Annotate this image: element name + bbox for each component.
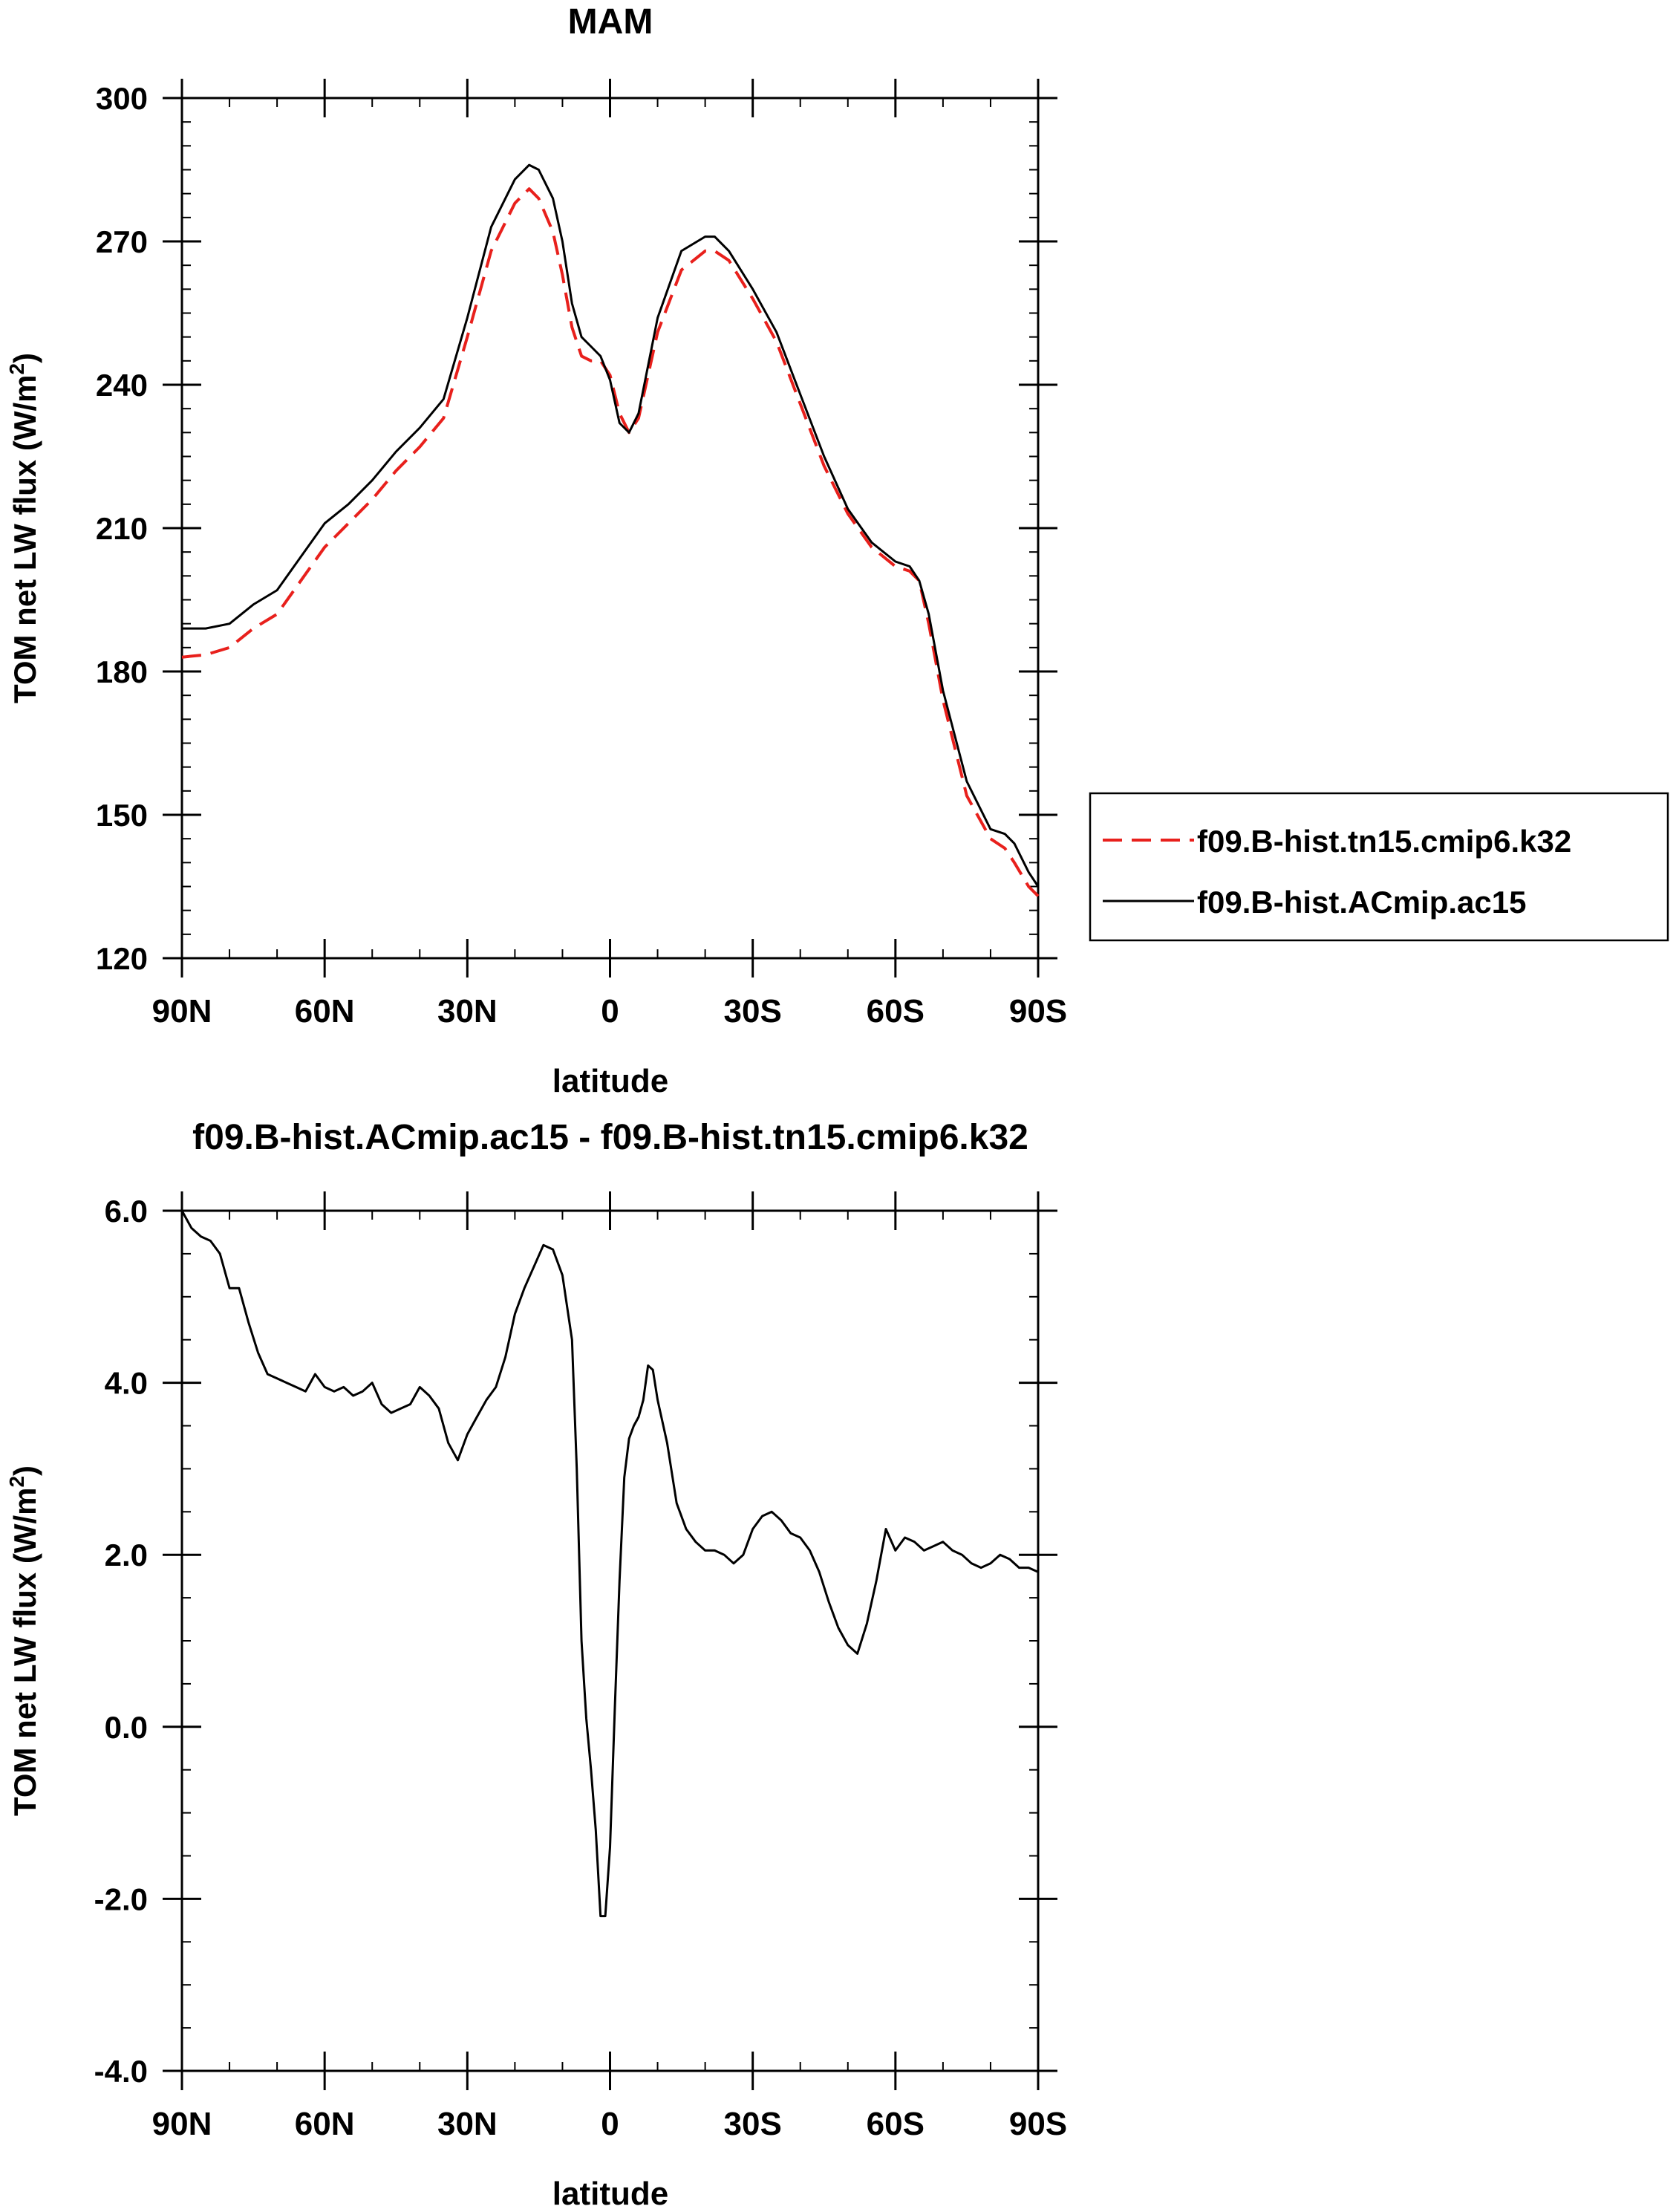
legend-label-tn15: f09.B-hist.tn15.cmip6.k32 — [1197, 824, 1571, 859]
axis-ticks: 90N 60N 30N 0 30S 60S 90S -4.0 -2.0 0.0 2.0 4.0 6.0 — [94, 1191, 1067, 2142]
y-tick-label: 240 — [96, 368, 148, 403]
y-axis-title: TOM net LW flux (W/m2) — [5, 1466, 42, 1816]
axis-ticks: 90N 60N 30N 0 30S 60S 90S 120 150 180 210 240 270 300 — [96, 79, 1067, 1029]
y-tick-label: 6.0 — [105, 1194, 148, 1229]
y-tick-label: 270 — [96, 224, 148, 259]
x-axis-title: latitude — [552, 2176, 668, 2212]
y-tick-label: 2.0 — [105, 1538, 148, 1572]
chart-difference: f09.B-hist.ACmip.ac15 - f09.B-hist.tn15.… — [5, 1118, 1067, 2212]
plot-frame — [180, 1209, 1040, 2072]
legend: f09.B-hist.tn15.cmip6.k32 f09.B-hist.ACm… — [1089, 792, 1669, 942]
y-tick-label: 210 — [96, 511, 148, 546]
series-group — [180, 1210, 1039, 1918]
x-tick-label: 60S — [867, 2106, 925, 2142]
chart-title: MAM — [568, 2, 653, 42]
y-tick-label: 4.0 — [105, 1366, 148, 1401]
x-tick-label: 60N — [295, 993, 355, 1029]
x-tick-label: 30S — [724, 2106, 782, 2142]
y-tick-label: 300 — [96, 81, 148, 116]
x-tick-label: 0 — [601, 993, 619, 1029]
x-tick-label: 90N — [152, 993, 212, 1029]
series-line-1 — [180, 1210, 1039, 1918]
x-tick-label: 30N — [437, 993, 498, 1029]
legend-box — [1089, 792, 1669, 942]
x-axis-title: latitude — [552, 1063, 668, 1099]
y-tick-label: 150 — [96, 798, 148, 833]
series-line-2 — [182, 163, 1040, 888]
x-tick-label: 0 — [601, 2106, 619, 2142]
chart-mam: MAM 90N 60N 30N 0 30S 60S 90S 120 150 180 210 240 27… — [5, 2, 1067, 1099]
plot-frame — [180, 97, 1040, 960]
chart-title: f09.B-hist.ACmip.ac15 - f09.B-hist.tn15.… — [192, 1118, 1028, 1157]
x-tick-label: 30N — [437, 2106, 498, 2142]
y-tick-label: 180 — [96, 654, 148, 689]
x-tick-label: 90N — [152, 2106, 212, 2142]
y-tick-label: 0.0 — [105, 1710, 148, 1745]
legend-label-ac15: f09.B-hist.ACmip.ac15 — [1197, 885, 1526, 920]
y-tick-label: -4.0 — [94, 2054, 148, 2089]
x-tick-label: 90S — [1009, 2106, 1067, 2142]
y-tick-label: -2.0 — [94, 1881, 148, 1916]
x-tick-label: 90S — [1009, 993, 1067, 1029]
x-tick-label: 60N — [295, 2106, 355, 2142]
series-group — [181, 163, 1040, 897]
x-tick-label: 30S — [724, 993, 782, 1029]
y-tick-label: 120 — [96, 941, 148, 976]
y-axis-title: TOM net LW flux (W/m2) — [5, 353, 42, 703]
x-tick-label: 60S — [867, 993, 925, 1029]
